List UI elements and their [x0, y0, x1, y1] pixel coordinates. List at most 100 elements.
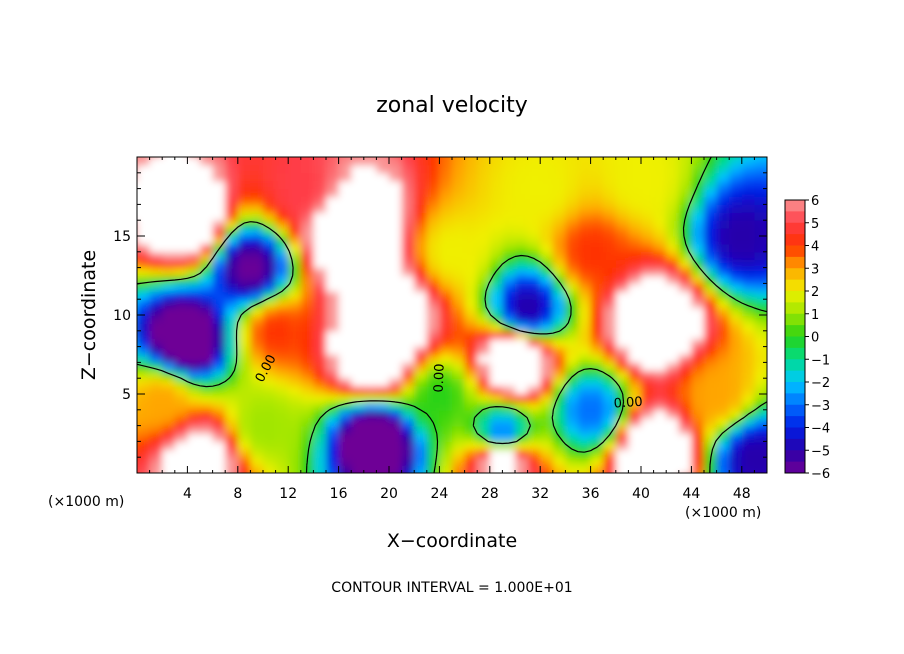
field-cell — [149, 180, 163, 190]
field-cell — [578, 220, 592, 229]
field-cell — [174, 267, 188, 277]
field-cell — [452, 322, 466, 332]
field-cell — [666, 243, 680, 253]
field-cell — [213, 473, 226, 482]
x-axis-ticks: 4 8 12 16 20 24 28 32 36 40 44 48 — [149, 157, 768, 502]
x-tick-label: 44 — [682, 486, 700, 502]
field-cell — [401, 236, 415, 245]
field-cell — [187, 370, 201, 379]
field-cell — [326, 362, 340, 371]
field-cell — [376, 386, 390, 395]
field-cell — [464, 164, 478, 174]
field-cell — [452, 473, 465, 482]
field-cell — [552, 259, 566, 269]
field-cell — [149, 236, 163, 245]
field-cell — [300, 330, 314, 340]
field-cell — [313, 157, 327, 166]
field-cell — [741, 417, 755, 427]
field-cell — [426, 251, 440, 261]
field-cell — [351, 236, 365, 245]
field-cell — [754, 441, 767, 450]
field-cell — [489, 465, 503, 473]
field-cell — [313, 228, 327, 237]
field-cell — [767, 441, 780, 450]
field-cell — [326, 394, 340, 403]
field-cell — [389, 307, 403, 316]
field-cell — [149, 449, 163, 458]
field-cell — [603, 188, 617, 198]
field-cell — [540, 425, 554, 435]
field-cell — [300, 212, 314, 221]
field-cell — [590, 157, 604, 158]
field-cell — [464, 354, 478, 363]
colorbar-band — [785, 336, 805, 349]
field-cell — [603, 283, 617, 292]
field-cell — [275, 441, 289, 450]
field-cell — [237, 409, 251, 419]
field-cell — [628, 299, 642, 308]
field-cell — [200, 330, 214, 340]
field-cell — [162, 157, 176, 166]
field-cell — [137, 330, 138, 340]
field-cell — [666, 267, 680, 277]
field-cell — [678, 417, 692, 427]
field-cell — [477, 362, 491, 371]
field-cell — [578, 275, 592, 284]
field-cell — [691, 465, 705, 473]
field-cell — [401, 259, 415, 269]
field-cell — [540, 417, 554, 427]
field-cell — [225, 283, 239, 292]
field-cell — [414, 291, 428, 300]
field-cell — [527, 212, 541, 221]
field-cell — [477, 425, 491, 435]
field-cell — [704, 441, 718, 450]
field-cell — [376, 425, 390, 435]
field-cell — [401, 243, 415, 253]
field-cell — [200, 228, 214, 237]
field-cell — [313, 291, 327, 300]
field-cell — [666, 157, 680, 166]
field-cell — [729, 441, 743, 450]
field-cell — [401, 267, 415, 277]
colorbar-band — [785, 234, 805, 246]
field-cell — [351, 425, 365, 435]
field-cell — [389, 401, 403, 411]
field-cell — [439, 188, 453, 198]
field-cell — [767, 165, 780, 174]
field-cell — [187, 473, 200, 482]
field-cell — [641, 386, 655, 395]
field-cell — [691, 157, 705, 166]
field-cell — [666, 394, 680, 403]
field-cell — [250, 236, 264, 245]
field-cell — [628, 243, 642, 253]
field-cell — [590, 307, 604, 316]
field-cell — [477, 370, 491, 379]
field-cell — [225, 196, 239, 205]
field-cell — [641, 425, 655, 435]
field-cell — [401, 322, 415, 332]
field-cell — [628, 275, 642, 284]
field-cell — [452, 283, 466, 292]
field-cell — [590, 251, 604, 261]
field-cell — [187, 164, 201, 174]
field-cell — [590, 243, 604, 253]
field-cell — [641, 204, 655, 213]
field-cell — [313, 401, 327, 411]
field-cell — [363, 409, 377, 419]
field-cell — [565, 204, 579, 213]
field-cell — [464, 188, 478, 198]
colorbar-band — [785, 256, 805, 269]
field-cell — [250, 157, 264, 166]
field-cell — [515, 259, 529, 269]
field-cell — [338, 172, 352, 182]
field-cell — [200, 354, 214, 363]
field-cell — [326, 370, 340, 379]
field-cell — [137, 433, 151, 442]
field-cell — [704, 433, 718, 442]
field-cell — [515, 196, 529, 205]
field-cell — [351, 228, 365, 237]
field-cell — [452, 164, 466, 174]
colorbar-label: 3 — [811, 262, 819, 277]
field-cell — [401, 378, 415, 387]
field-cell — [137, 449, 138, 458]
